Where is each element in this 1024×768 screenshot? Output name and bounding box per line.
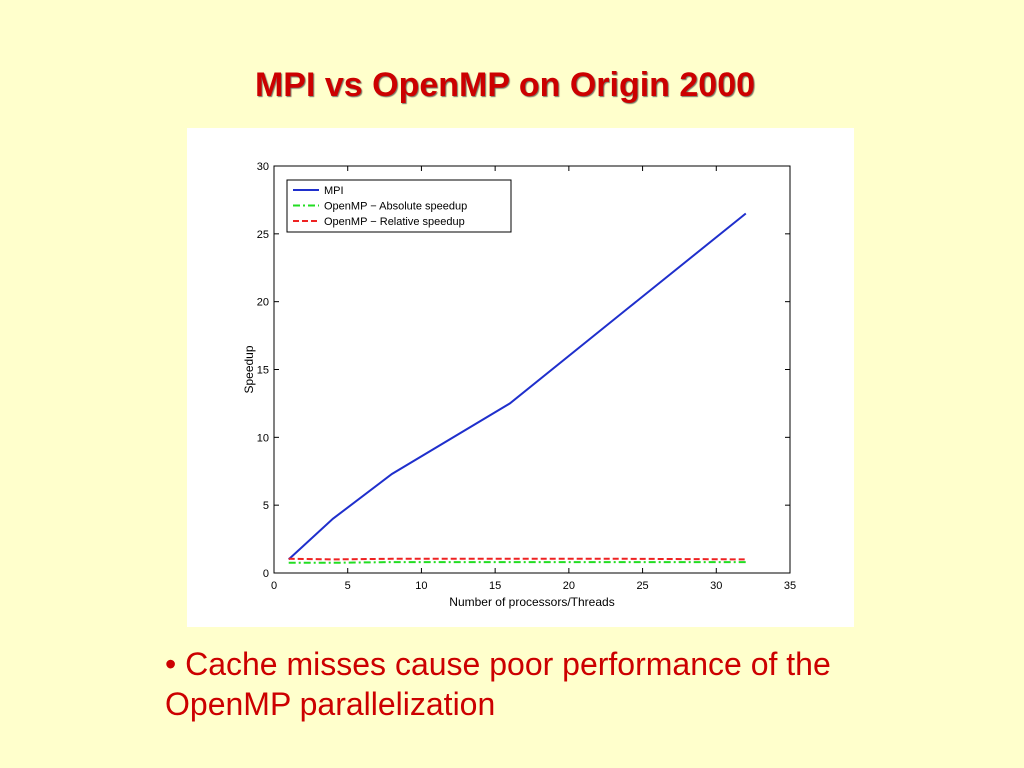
x-tick-label: 15 bbox=[489, 580, 501, 592]
chart-panel: 0 5 10 15 20 25 30 35 0 5 10 15 20 25 30 Number of proc… bbox=[187, 128, 854, 627]
y-tick-label: 30 bbox=[257, 161, 269, 173]
x-axis-label: Number of processors/Threads bbox=[449, 595, 614, 609]
y-tick-label: 25 bbox=[257, 229, 269, 241]
x-tick-label: 20 bbox=[563, 580, 575, 592]
speedup-line-chart: 0 5 10 15 20 25 30 35 0 5 10 15 20 25 30 Number of proc… bbox=[242, 161, 796, 609]
bullet-point: • Cache misses cause poor performance of… bbox=[165, 646, 831, 722]
y-tick-label: 10 bbox=[257, 432, 269, 444]
y-tick-label: 5 bbox=[263, 500, 269, 512]
legend-label-2: OpenMP − Relative speedup bbox=[324, 216, 465, 228]
x-tick-label: 10 bbox=[415, 580, 427, 592]
x-tick-label: 30 bbox=[710, 580, 722, 592]
y-axis-label: Speedup bbox=[242, 345, 256, 393]
legend-label-1: OpenMP − Absolute speedup bbox=[324, 201, 467, 213]
y-tick-label: 0 bbox=[263, 568, 269, 580]
x-tick-label: 25 bbox=[636, 580, 648, 592]
legend-label-0: MPI bbox=[324, 185, 344, 197]
y-tick-label: 15 bbox=[257, 365, 269, 377]
series-line-0 bbox=[288, 212, 747, 561]
legend-box bbox=[286, 179, 512, 233]
series-line-2 bbox=[288, 557, 746, 561]
x-tick-label: 0 bbox=[271, 580, 277, 592]
series-line-1 bbox=[288, 561, 746, 564]
x-tick-label: 5 bbox=[345, 580, 351, 592]
y-tick-label: 20 bbox=[257, 297, 269, 309]
slide-title: MPI vs OpenMP on Origin 2000 bbox=[254, 66, 756, 104]
x-tick-label: 35 bbox=[784, 580, 796, 592]
